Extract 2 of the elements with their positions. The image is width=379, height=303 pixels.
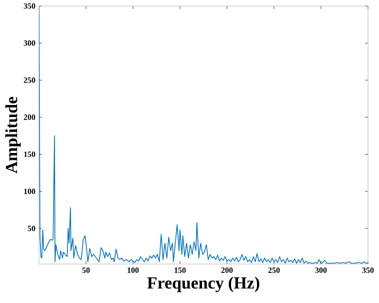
y-axis-title: Amplitude	[5, 96, 21, 174]
x-axis-title: Frequency (Hz)	[147, 276, 260, 292]
